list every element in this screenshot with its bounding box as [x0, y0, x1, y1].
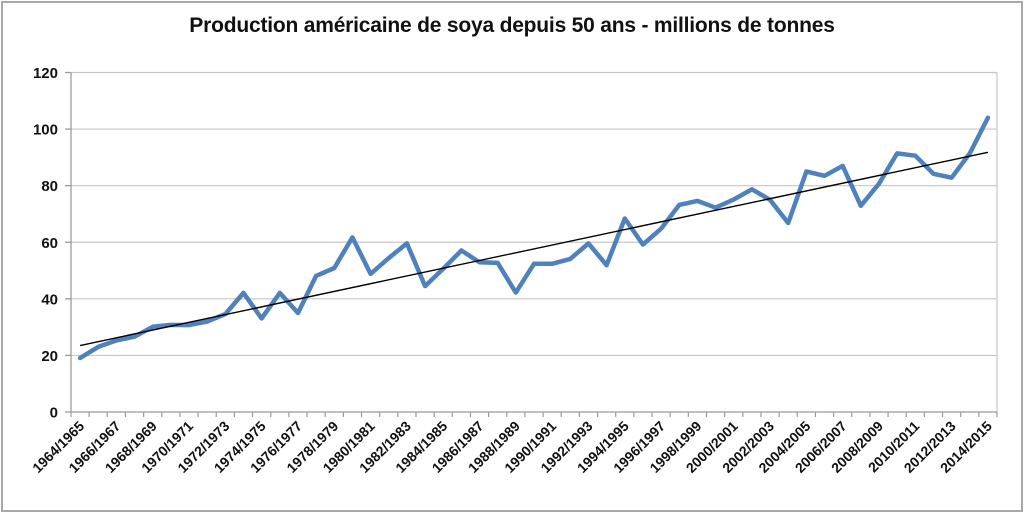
trendline — [79, 151, 989, 347]
y-axis-label: 120 — [33, 65, 58, 82]
y-axis-label: 100 — [33, 122, 58, 139]
y-axis-label: 80 — [41, 178, 58, 195]
y-axis-label: 40 — [41, 291, 58, 308]
y-axis-label: 20 — [41, 348, 58, 365]
y-axis-label: 60 — [41, 235, 58, 252]
series-line — [77, 115, 991, 361]
y-axis-label: 0 — [50, 405, 58, 422]
chart-title: Production américaine de soya depuis 50 … — [189, 14, 835, 37]
